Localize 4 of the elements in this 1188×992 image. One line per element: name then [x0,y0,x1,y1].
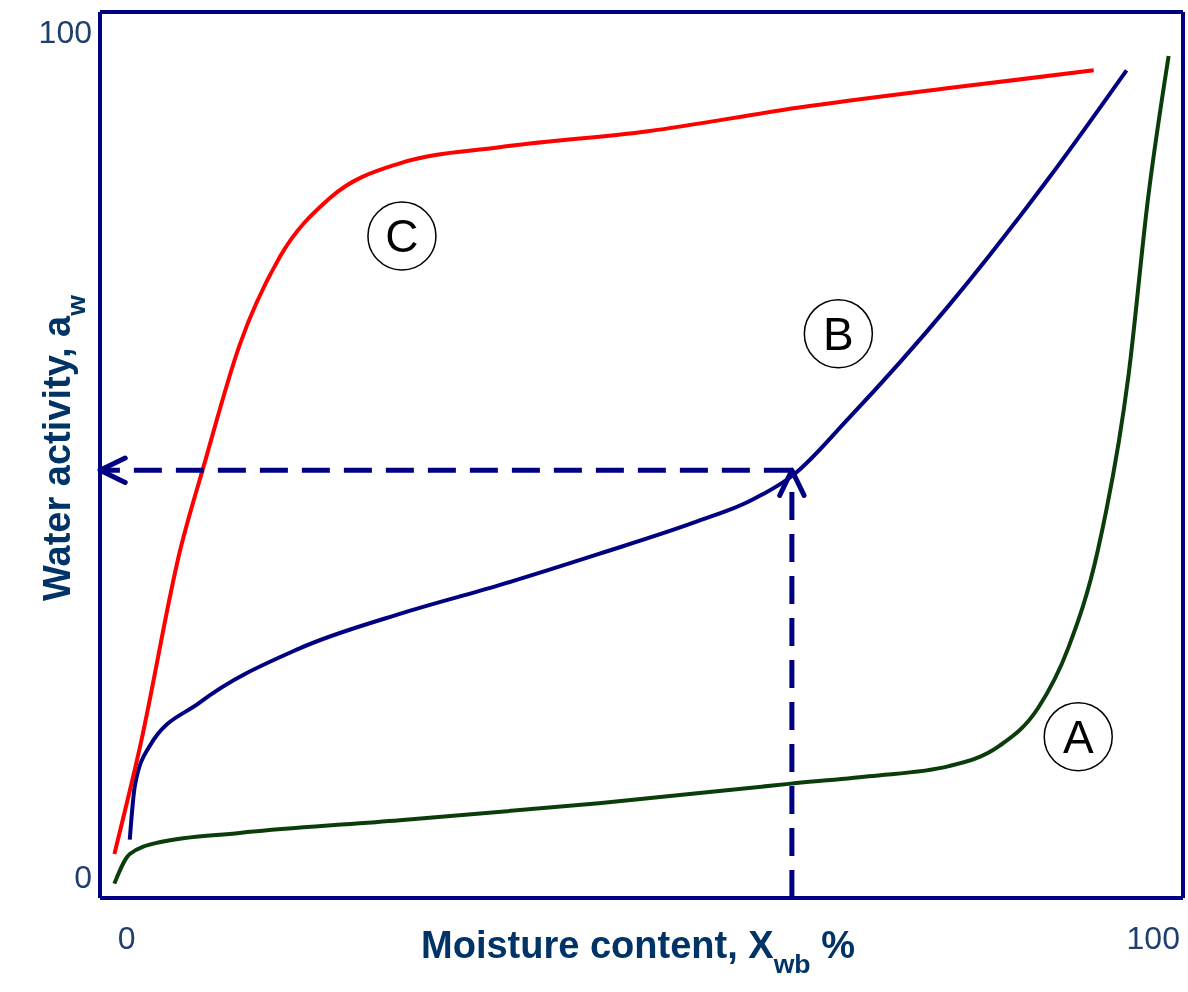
series-label: B [823,307,854,360]
x-axis-title: Moisture content, X$_{wb}$ % [421,924,855,979]
series-label: C [385,209,419,262]
series-label: A [1062,710,1094,763]
